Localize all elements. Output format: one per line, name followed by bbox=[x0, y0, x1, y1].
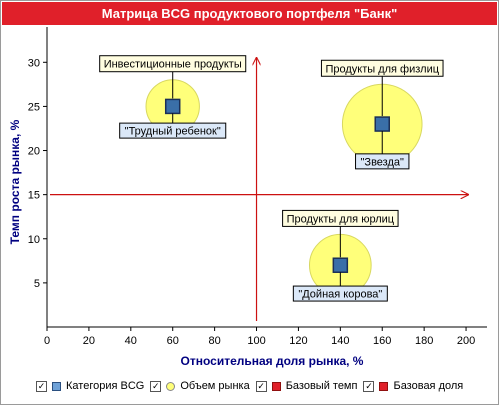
legend-checkbox-market-size[interactable]: ✓ bbox=[150, 380, 162, 392]
y-tick-label: 20 bbox=[28, 146, 40, 158]
chart-title: Матрица BCG продуктового портфеля "Банк" bbox=[2, 2, 497, 25]
x-tick-label: 20 bbox=[83, 335, 95, 347]
legend-label-market-size: Объем рынка bbox=[180, 380, 250, 392]
legend-label-base-share: Базовая доля bbox=[393, 380, 464, 392]
product-label: Продукты для физлиц bbox=[325, 63, 439, 75]
product-label-box bbox=[99, 55, 247, 73]
circle-yellow-icon bbox=[166, 381, 176, 391]
product-label-box bbox=[282, 209, 399, 227]
product-label: Инвестиционные продукты bbox=[104, 59, 242, 71]
x-tick-label: 120 bbox=[289, 335, 307, 347]
legend-label-base-growth: Базовый темп bbox=[285, 380, 358, 392]
x-tick-label: 180 bbox=[415, 335, 433, 347]
y-tick-label: 15 bbox=[28, 190, 40, 202]
product-label: Продукты для юрлиц bbox=[287, 213, 395, 225]
legend-item-market-size[interactable]: ✓ Объем рынка bbox=[150, 380, 250, 392]
category-marker bbox=[332, 257, 349, 273]
legend-item-category[interactable]: ✓ Категория BCG bbox=[36, 380, 144, 392]
category-label-box bbox=[119, 122, 227, 139]
y-tick-label: 30 bbox=[28, 57, 40, 69]
legend: ✓ Категория BCG ✓ Объем рынка ✓ Базовый … bbox=[36, 377, 469, 395]
square-red-icon bbox=[271, 381, 281, 391]
y-axis-label: Темп роста рынка, % bbox=[8, 119, 22, 244]
y-tick-label: 10 bbox=[28, 234, 40, 246]
category-label: "Дойная корова" bbox=[298, 289, 382, 301]
y-tick-label: 25 bbox=[28, 101, 40, 113]
legend-item-base-growth[interactable]: ✓ Базовый темп bbox=[255, 380, 358, 392]
category-label-box bbox=[292, 285, 388, 302]
legend-label-category: Категория BCG bbox=[66, 380, 145, 392]
category-marker bbox=[164, 98, 181, 115]
x-tick-label: 100 bbox=[247, 335, 265, 347]
x-tick-label: 0 bbox=[44, 335, 50, 347]
x-tick-label: 80 bbox=[208, 335, 220, 347]
x-tick-label: 160 bbox=[373, 335, 391, 347]
legend-checkbox-base-share[interactable]: ✓ bbox=[363, 380, 375, 392]
square-blue-icon bbox=[52, 381, 61, 391]
category-label: "Трудный ребенок" bbox=[125, 126, 221, 138]
product-label-box bbox=[320, 59, 444, 77]
legend-checkbox-base-growth[interactable]: ✓ bbox=[255, 380, 267, 392]
category-label-box bbox=[355, 153, 410, 170]
x-axis-label: Относительная доля рынка, % bbox=[181, 354, 364, 368]
legend-item-base-share[interactable]: ✓ Базовая доля bbox=[363, 380, 463, 392]
y-tick-label: 5 bbox=[34, 278, 40, 290]
x-tick-label: 200 bbox=[457, 335, 475, 347]
x-tick-label: 60 bbox=[167, 335, 179, 347]
legend-checkbox-category[interactable]: ✓ bbox=[36, 380, 47, 392]
square-red-icon bbox=[379, 381, 389, 391]
category-marker bbox=[374, 116, 390, 132]
category-label: "Звезда" bbox=[361, 156, 404, 168]
x-tick-label: 140 bbox=[331, 335, 349, 347]
x-tick-label: 40 bbox=[125, 335, 137, 347]
